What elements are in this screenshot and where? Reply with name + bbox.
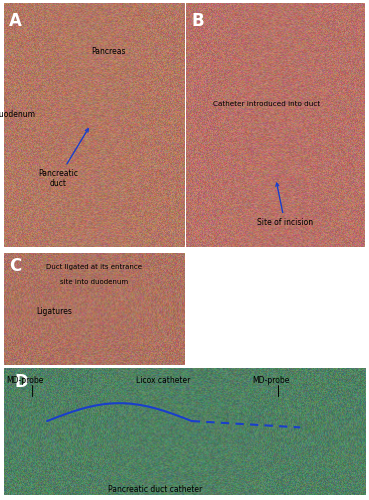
Text: Pancreas: Pancreas — [91, 46, 126, 56]
Text: C: C — [9, 257, 21, 275]
Text: Ligatures: Ligatures — [37, 306, 72, 316]
Text: Catheter introduced into duct: Catheter introduced into duct — [213, 100, 321, 106]
Text: MD-probe: MD-probe — [7, 376, 44, 386]
Text: site into duodenum: site into duodenum — [60, 280, 128, 285]
Text: Pancreatic duct catheter: Pancreatic duct catheter — [108, 485, 203, 494]
Text: A: A — [9, 12, 22, 30]
Text: Duodenum: Duodenum — [0, 110, 35, 120]
Text: D: D — [14, 372, 28, 390]
Text: Pancreatic
duct: Pancreatic duct — [38, 128, 88, 188]
Text: MD-probe: MD-probe — [253, 376, 290, 386]
Text: Duct ligated at its entrance: Duct ligated at its entrance — [46, 264, 142, 270]
Text: Licox catheter: Licox catheter — [136, 376, 190, 386]
Text: Site of incision: Site of incision — [257, 183, 313, 227]
Text: B: B — [192, 12, 204, 30]
